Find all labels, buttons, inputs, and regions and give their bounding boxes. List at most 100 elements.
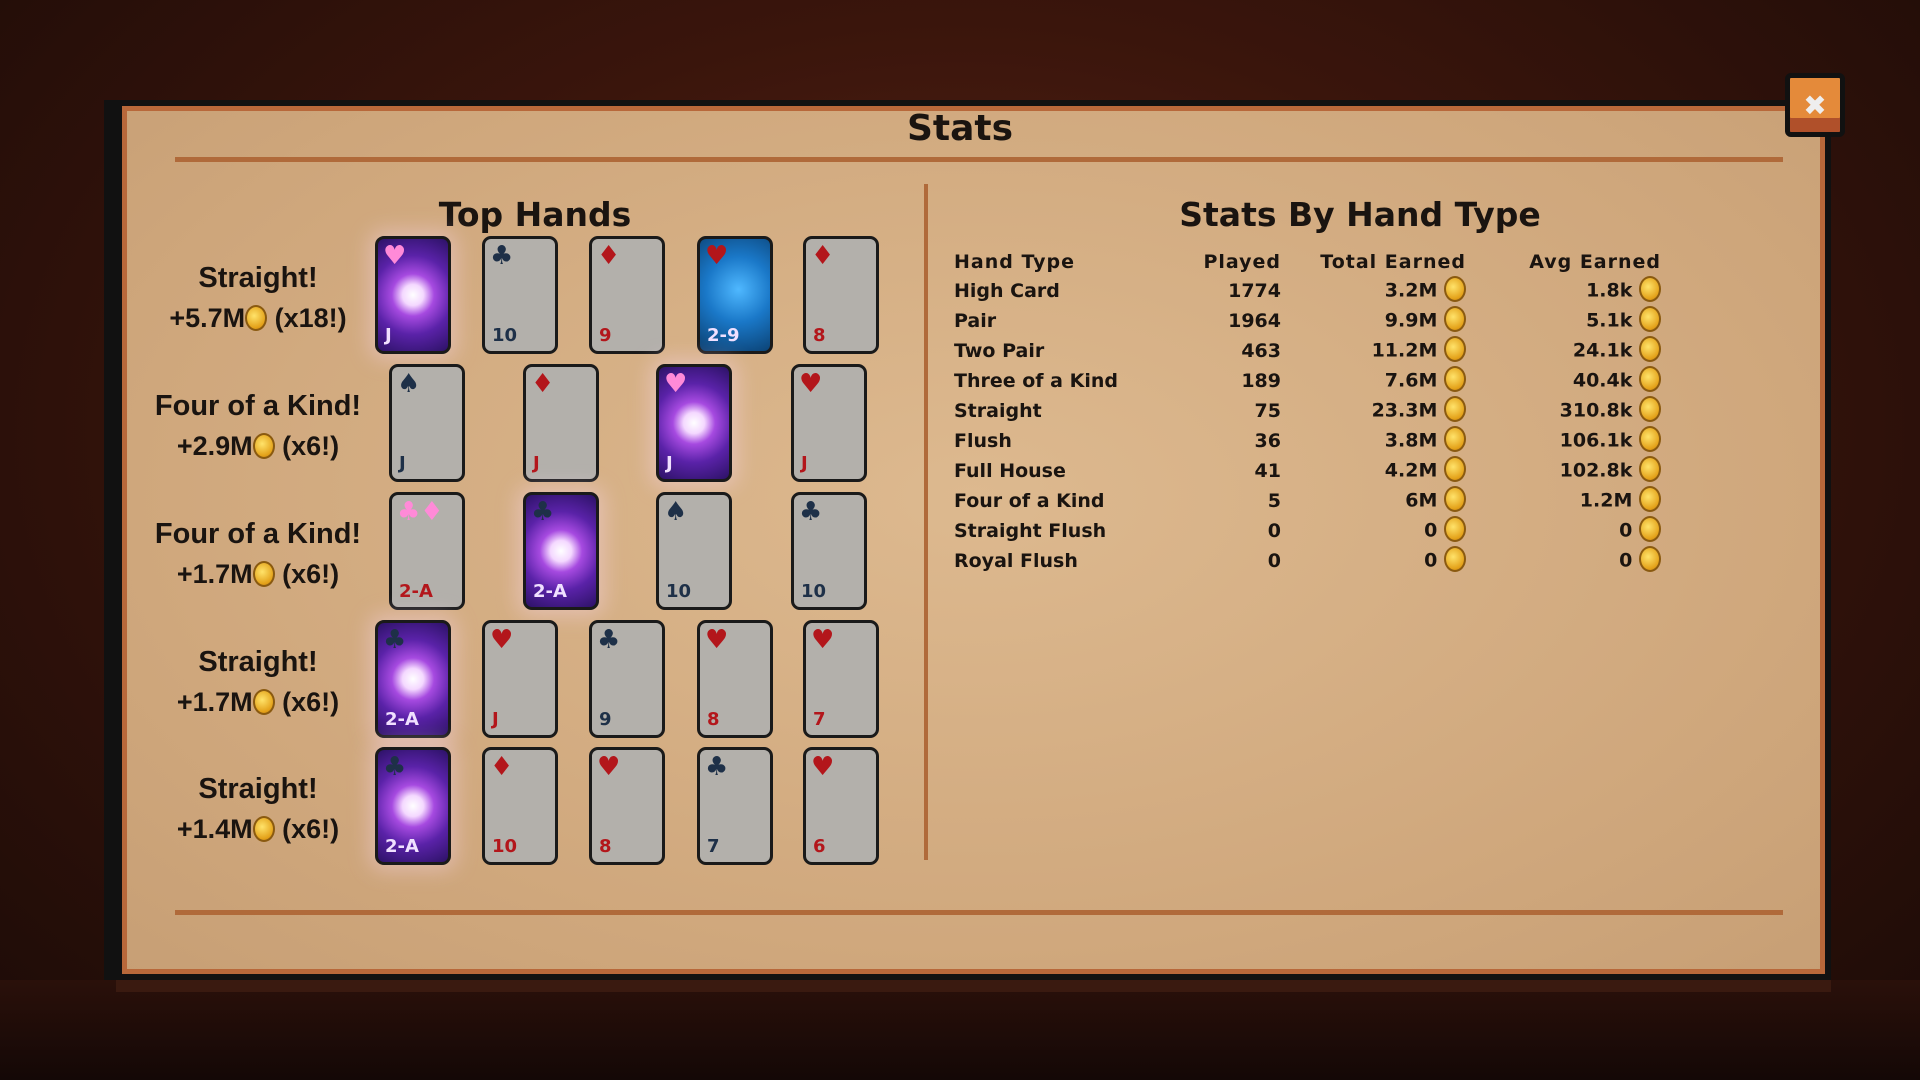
total-earned-cell: 6M: [1281, 486, 1466, 516]
playing-card: ♦ J: [523, 364, 599, 482]
played-count: 41: [1254, 460, 1281, 482]
played-count: 463: [1241, 340, 1281, 362]
gold-coin-icon: [1639, 276, 1661, 302]
total-earned: 11.2M: [1371, 339, 1438, 362]
playing-card: ♠ 10: [656, 492, 732, 610]
gold-coin-icon: [1639, 516, 1661, 542]
played-count: 75: [1254, 400, 1281, 422]
page-title: Stats: [906, 108, 1014, 149]
total-earned: 23.3M: [1371, 399, 1438, 422]
playing-card: ♣ 2-A: [375, 620, 451, 738]
avg-earned: 5.1k: [1586, 309, 1633, 332]
card-rank: 10: [492, 836, 518, 857]
total-earned-cell: 4.2M: [1281, 456, 1466, 486]
gold-coin-icon: [1444, 456, 1466, 482]
table-row: Full House 41 4.2M 102.8k: [954, 456, 1661, 486]
hand-type: Flush: [954, 430, 1012, 452]
gold-coin-icon: [1639, 396, 1661, 422]
multiplier: (x18!): [274, 303, 347, 333]
table-row: Straight Flush 0 0 0: [954, 516, 1661, 546]
gold-coin-icon: [1444, 276, 1466, 302]
card-rank: 6: [813, 836, 826, 857]
playing-card: ♣ 9: [589, 620, 665, 738]
playing-card: ♥ 8: [589, 747, 665, 865]
total-earned-cell: 11.2M: [1281, 336, 1466, 366]
gold-coin-icon: [1444, 546, 1466, 572]
amount-value: +2.9M: [176, 431, 253, 461]
close-button[interactable]: ✖: [1785, 73, 1845, 137]
total-earned: 0: [1424, 549, 1438, 572]
card-rank: 8: [599, 836, 612, 857]
suit-icon: ♥: [597, 752, 621, 782]
card-rank: J: [533, 453, 540, 474]
avg-earned: 1.2M: [1579, 489, 1633, 512]
gold-coin-icon: [1444, 486, 1466, 512]
gold-coin-icon: [1444, 306, 1466, 332]
total-earned-cell: 0: [1281, 516, 1466, 546]
hand-type: Full House: [954, 460, 1066, 482]
gold-coin-icon: [1444, 396, 1466, 422]
card-rank: 8: [707, 709, 720, 730]
avg-earned: 0: [1619, 549, 1633, 572]
amount-value: +1.4M: [176, 814, 253, 844]
header-played: Played: [1203, 251, 1281, 273]
avg-earned-cell: 0: [1466, 546, 1661, 576]
amount-value: +5.7M: [169, 303, 246, 333]
card-rank: 9: [599, 325, 612, 346]
card-rank: 8: [813, 325, 826, 346]
card-rank: 2-A: [399, 581, 433, 602]
table-row: Flush 36 3.8M 106.1k: [954, 426, 1661, 456]
avg-earned: 310.8k: [1559, 399, 1633, 422]
total-earned-cell: 3.2M: [1281, 276, 1466, 306]
suit-icon: ♥: [799, 369, 823, 399]
suit-icon: ♣: [383, 625, 407, 655]
hand-label: Straight! +5.7M (x18!): [136, 256, 380, 336]
card-rank: J: [385, 325, 392, 346]
hand-amount: +1.4M (x6!): [136, 811, 380, 847]
gold-coin-icon: [252, 815, 275, 842]
card-rank: 2-9: [707, 325, 740, 346]
table-header-row: Hand Type Played Total Earned Avg Earned: [954, 248, 1661, 276]
suit-icon: ♣: [531, 497, 555, 527]
played-count: 5: [1267, 490, 1281, 512]
card-rank: 2-A: [385, 836, 419, 857]
card-rank: 7: [707, 836, 720, 857]
avg-earned-cell: 1.8k: [1466, 276, 1661, 306]
suit-icon: ♣: [705, 752, 729, 782]
total-earned: 6M: [1405, 489, 1438, 512]
bottom-divider: [175, 910, 1783, 915]
suit-icon: ♠: [397, 369, 421, 399]
multiplier: (x6!): [282, 559, 340, 589]
played-count: 0: [1267, 550, 1281, 572]
avg-earned: 0: [1619, 519, 1633, 542]
avg-earned: 102.8k: [1559, 459, 1633, 482]
gold-coin-icon: [1444, 336, 1466, 362]
played-count: 36: [1254, 430, 1281, 452]
total-earned: 7.6M: [1384, 369, 1438, 392]
gold-coin-icon: [245, 304, 268, 331]
gold-coin-icon: [1444, 516, 1466, 542]
suit-icon: ♦: [490, 752, 514, 782]
total-earned-cell: 7.6M: [1281, 366, 1466, 396]
total-earned: 9.9M: [1384, 309, 1438, 332]
avg-earned-cell: 1.2M: [1466, 486, 1661, 516]
hand-amount: +1.7M (x6!): [136, 684, 380, 720]
suit-icon: ♣: [799, 497, 823, 527]
played-count: 1774: [1228, 280, 1281, 302]
hand-type: Royal Flush: [954, 550, 1078, 572]
card-rank: J: [492, 709, 499, 730]
multiplier: (x6!): [282, 687, 340, 717]
hand-amount: +2.9M (x6!): [136, 428, 380, 464]
playing-card: ♦ 9: [589, 236, 665, 354]
table-row: Straight 75 23.3M 310.8k: [954, 396, 1661, 426]
table-row: Royal Flush 0 0 0: [954, 546, 1661, 576]
card-rank: 2-A: [385, 709, 419, 730]
suit-icon: ♥: [811, 625, 835, 655]
stats-by-hand-type-title: Stats By Hand Type: [1179, 195, 1541, 234]
table-row: High Card 1774 3.2M 1.8k: [954, 276, 1661, 306]
avg-earned-cell: 310.8k: [1466, 396, 1661, 426]
playing-card: ♣ 10: [791, 492, 867, 610]
total-earned-cell: 0: [1281, 546, 1466, 576]
suit-icon: ♥: [705, 241, 729, 271]
suit-icon: ♥: [490, 625, 514, 655]
